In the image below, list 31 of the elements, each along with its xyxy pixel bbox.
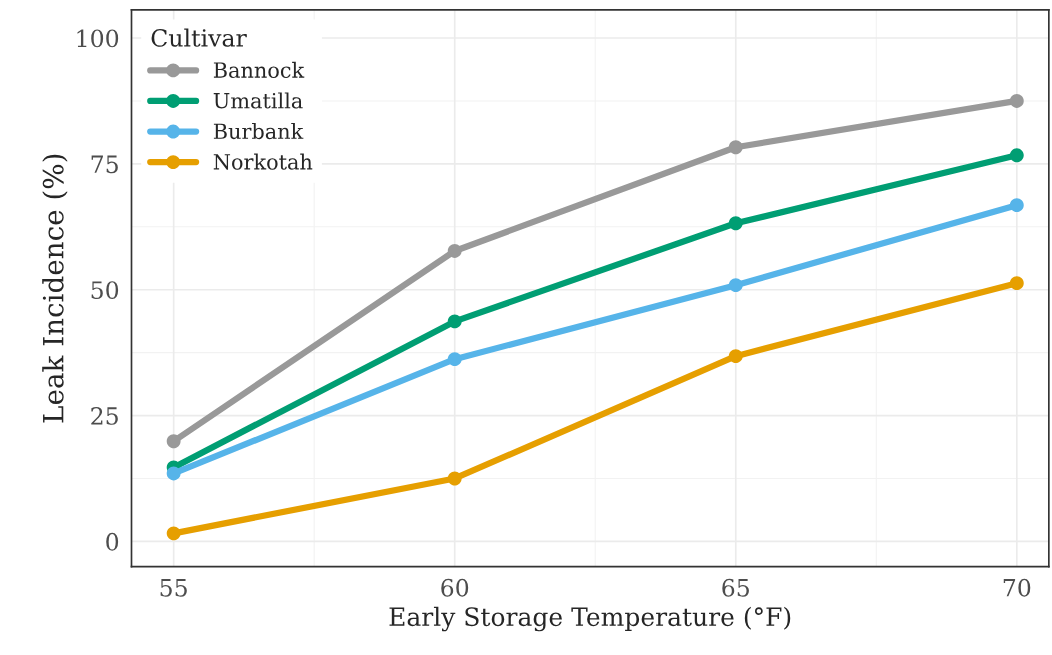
- point: [166, 466, 181, 481]
- point: [447, 352, 462, 367]
- y-axis-title: Leak Incidence (%): [42, 154, 68, 423]
- point: [447, 471, 462, 486]
- x-axis-title: Early Storage Temperature (°F): [389, 606, 791, 632]
- x-tick-label: 55: [160, 579, 187, 597]
- y-tick-label: 25: [91, 407, 118, 425]
- point: [166, 526, 181, 541]
- point: [728, 140, 743, 155]
- point: [1009, 276, 1024, 291]
- point: [1009, 93, 1024, 108]
- point: [1009, 148, 1024, 163]
- point: [728, 349, 743, 364]
- y-tick-label: 50: [91, 281, 119, 300]
- point: [166, 434, 181, 449]
- x-tick-label: 65: [722, 578, 749, 597]
- x-tick-label: 60: [441, 578, 469, 597]
- y-tick-label: 75: [91, 155, 118, 174]
- legend-label: Bannock: [213, 61, 305, 78]
- point: [728, 216, 743, 231]
- point: [447, 314, 462, 329]
- point: [447, 244, 462, 258]
- legend-label: Umatilla: [213, 92, 303, 109]
- y-tick-label: 0: [106, 532, 119, 551]
- y-tick-label: 100: [77, 29, 119, 48]
- x-tick-label: 70: [1003, 578, 1031, 597]
- legend-title: Cultivar: [151, 28, 247, 47]
- point: [1009, 198, 1024, 213]
- legend-label: Norkotah: [213, 153, 313, 170]
- legend-label: Burbank: [213, 123, 304, 140]
- point: [728, 278, 743, 293]
